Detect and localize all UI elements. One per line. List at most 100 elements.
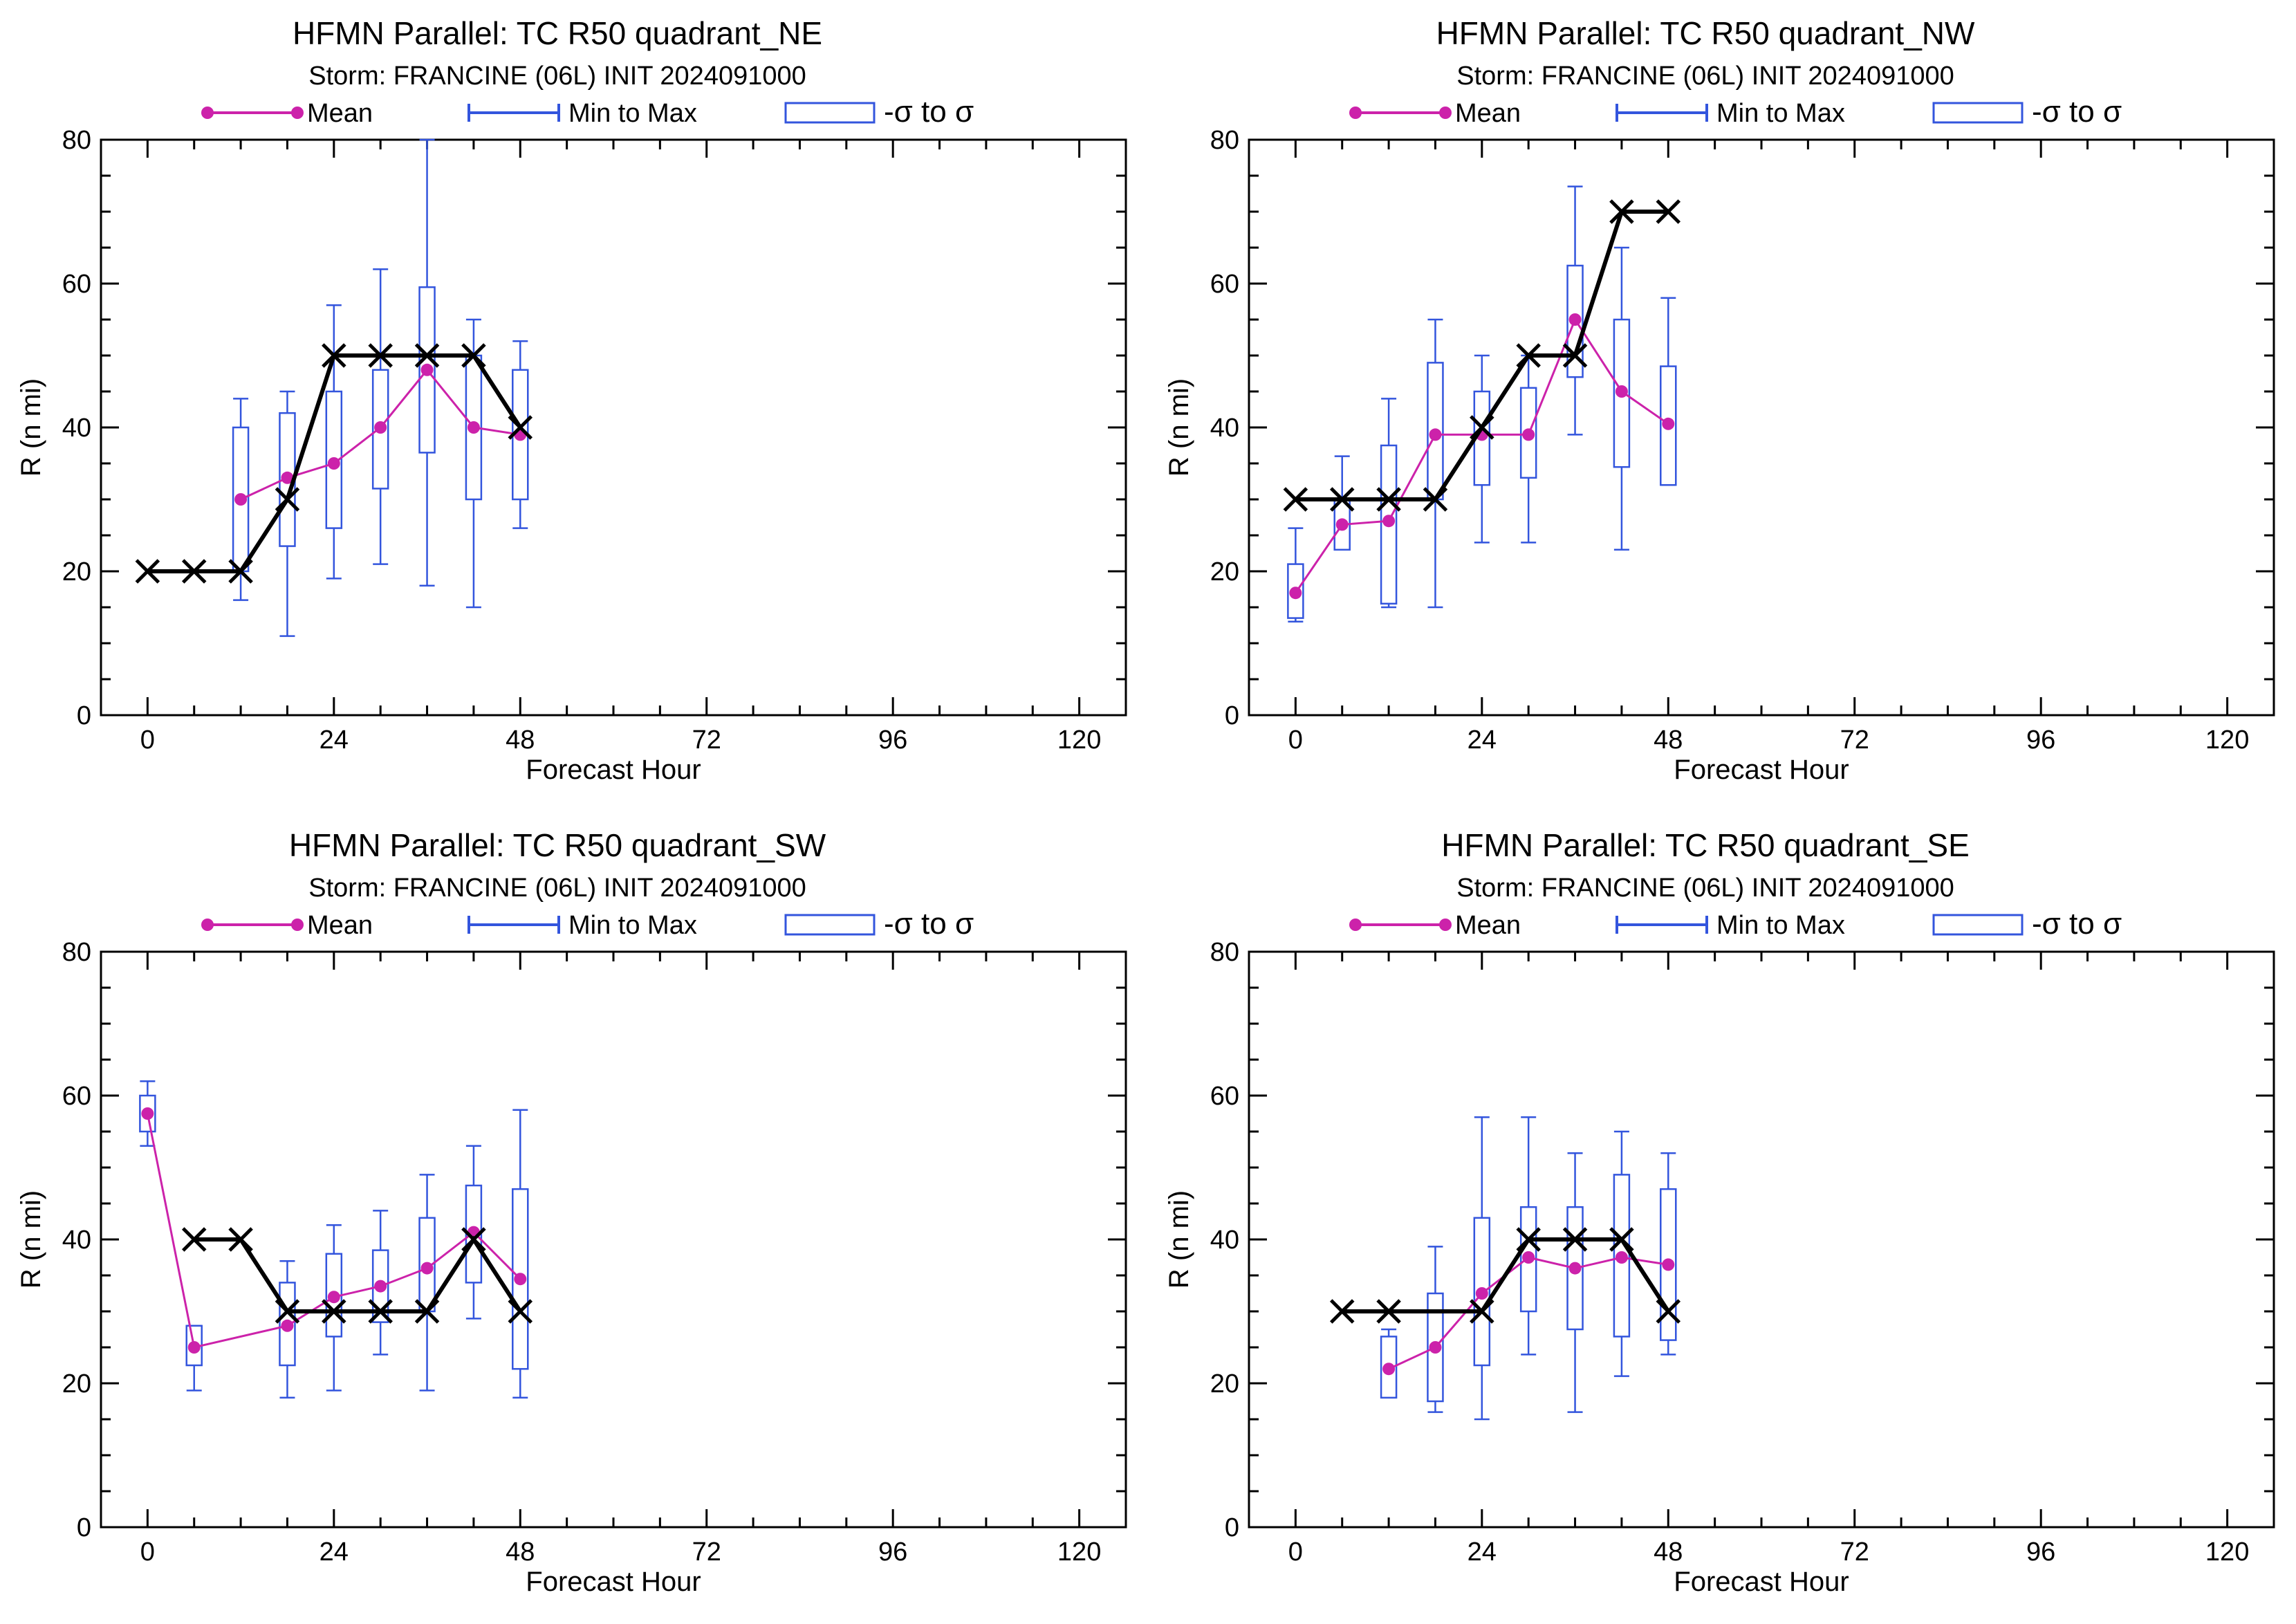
- y-tick-label: 0: [1225, 701, 1239, 730]
- chart-subtitle: Storm: FRANCINE (06L) INIT 2024091000: [1456, 874, 1954, 903]
- best-track-marker: [414, 1299, 440, 1324]
- best-track-x-stroke: [181, 1227, 207, 1252]
- y-axis-title: R (n mi): [1164, 378, 1194, 477]
- chart-title: HFMN Parallel: TC R50 quadrant_NE: [293, 15, 822, 51]
- y-tick-label: 0: [77, 701, 91, 730]
- x-tick-label: 48: [1654, 1538, 1683, 1567]
- mean-point: [374, 421, 387, 434]
- x-tick-label: 0: [1288, 726, 1303, 755]
- best-track-x-stroke: [1562, 1227, 1588, 1252]
- x-tick-label: 24: [1468, 726, 1497, 755]
- legend-mean-label: Mean: [307, 911, 373, 940]
- legend-sigma-box: [784, 102, 876, 124]
- best-track-marker: [322, 343, 346, 368]
- ensemble-member: [418, 1174, 436, 1392]
- legend-mean-label: Mean: [1455, 99, 1521, 128]
- best-track-x-stroke: [1609, 1227, 1634, 1252]
- x-tick-label: 96: [878, 1538, 907, 1567]
- best-track-marker: [1470, 415, 1494, 440]
- best-track-x-stroke: [1562, 343, 1588, 368]
- ensemble-member: [1519, 354, 1537, 544]
- x-tick-label: 24: [320, 726, 349, 755]
- legend-mean-marker: [201, 107, 214, 119]
- chart-title: HFMN Parallel: TC R50 quadrant_SE: [1441, 827, 1970, 863]
- legend: Mean Min to Max -σ to σ: [201, 95, 974, 129]
- mean-point: [420, 1262, 434, 1275]
- best-track-marker: [414, 343, 440, 368]
- ensemble-member: [1287, 527, 1304, 623]
- x-tick-label: 0: [140, 1538, 155, 1567]
- best-track-x-stroke: [1329, 1299, 1355, 1324]
- legend-mean-marker: [291, 919, 304, 931]
- chart-subtitle: Storm: FRANCINE (06L) INIT 2024091000: [308, 62, 806, 91]
- chart-panel: HFMN Parallel: TC R50 quadrant_SW Storm: …: [16, 827, 1127, 1597]
- legend-mean-marker: [1349, 107, 1362, 119]
- best-track-marker: [181, 559, 207, 584]
- best-track-marker: [508, 1299, 533, 1324]
- mean-point: [420, 363, 434, 376]
- legend-sigma-label: -σ to σ: [884, 907, 974, 941]
- x-tick-label: 120: [1057, 1538, 1101, 1567]
- best-track-line: [194, 1235, 522, 1313]
- y-tick-label: 60: [62, 1082, 91, 1111]
- mean-point: [514, 1273, 527, 1286]
- legend-sigma-label: -σ to σ: [2032, 907, 2122, 941]
- y-tick-label: 0: [77, 1513, 91, 1542]
- best-track-marker: [228, 1227, 253, 1252]
- plot-frame: [100, 138, 1127, 717]
- x-axis-title: Forecast Hour: [526, 755, 701, 785]
- mean-point: [1429, 1341, 1442, 1354]
- best-track-x-stroke: [322, 1299, 346, 1324]
- mean-point: [1522, 428, 1535, 441]
- best-track-x-stroke: [1283, 487, 1308, 512]
- best-track-marker: [275, 1299, 300, 1324]
- best-track-x-stroke: [508, 415, 533, 440]
- best-track-marker: [181, 1227, 207, 1252]
- chart-panel: HFMN Parallel: TC R50 quadrant_SE Storm: …: [1164, 827, 2275, 1597]
- y-tick-label: 80: [62, 126, 91, 155]
- ensemble-member: [1613, 246, 1631, 551]
- legend-range-label: Min to Max: [568, 911, 697, 940]
- plot-frame: [100, 950, 1127, 1529]
- ensemble-member: [1427, 318, 1444, 609]
- mean-point: [467, 421, 480, 434]
- x-tick-label: 72: [1840, 726, 1869, 755]
- legend-sigma-box: [784, 914, 876, 936]
- best-track-x-stroke: [461, 1227, 486, 1252]
- best-track-marker: [1329, 1299, 1355, 1324]
- x-tick-label: 0: [1288, 1538, 1303, 1567]
- y-tick-label: 20: [62, 1369, 91, 1399]
- best-track-marker: [1609, 199, 1634, 224]
- best-track-x-stroke: [275, 487, 300, 512]
- mean-point: [1615, 385, 1628, 398]
- legend-range-label: Min to Max: [568, 99, 697, 128]
- mean-point: [141, 1107, 154, 1120]
- chart-subtitle: Storm: FRANCINE (06L) INIT 2024091000: [1456, 62, 1954, 91]
- y-axis-title: R (n mi): [1164, 1190, 1194, 1289]
- y-tick-label: 40: [1210, 1226, 1239, 1255]
- ensemble-member: [1427, 1246, 1444, 1413]
- mean-point: [1662, 417, 1675, 430]
- best-track-x-stroke: [368, 1299, 393, 1324]
- y-tick-label: 40: [62, 414, 91, 443]
- best-track-x-stroke: [275, 1299, 300, 1324]
- best-track-marker: [1656, 1299, 1681, 1324]
- best-track-marker: [1283, 487, 1308, 512]
- legend: Mean Min to Max -σ to σ: [201, 907, 974, 941]
- best-track-marker: [461, 343, 486, 368]
- best-track-x-stroke: [322, 343, 346, 368]
- best-track-marker: [1656, 199, 1681, 224]
- best-track-x-stroke: [135, 559, 160, 584]
- best-track-x-stroke: [228, 1227, 253, 1252]
- best-track-x-stroke: [1609, 199, 1634, 224]
- best-track-x-stroke: [1656, 199, 1681, 224]
- mean-point: [374, 1280, 387, 1293]
- ensemble-member: [185, 1325, 203, 1392]
- x-tick-label: 120: [2205, 726, 2249, 755]
- x-tick-label: 120: [2205, 1538, 2249, 1567]
- y-tick-label: 80: [1210, 938, 1239, 967]
- mean-point: [234, 493, 248, 506]
- ensemble-member: [1473, 1116, 1491, 1421]
- best-track-marker: [135, 559, 160, 584]
